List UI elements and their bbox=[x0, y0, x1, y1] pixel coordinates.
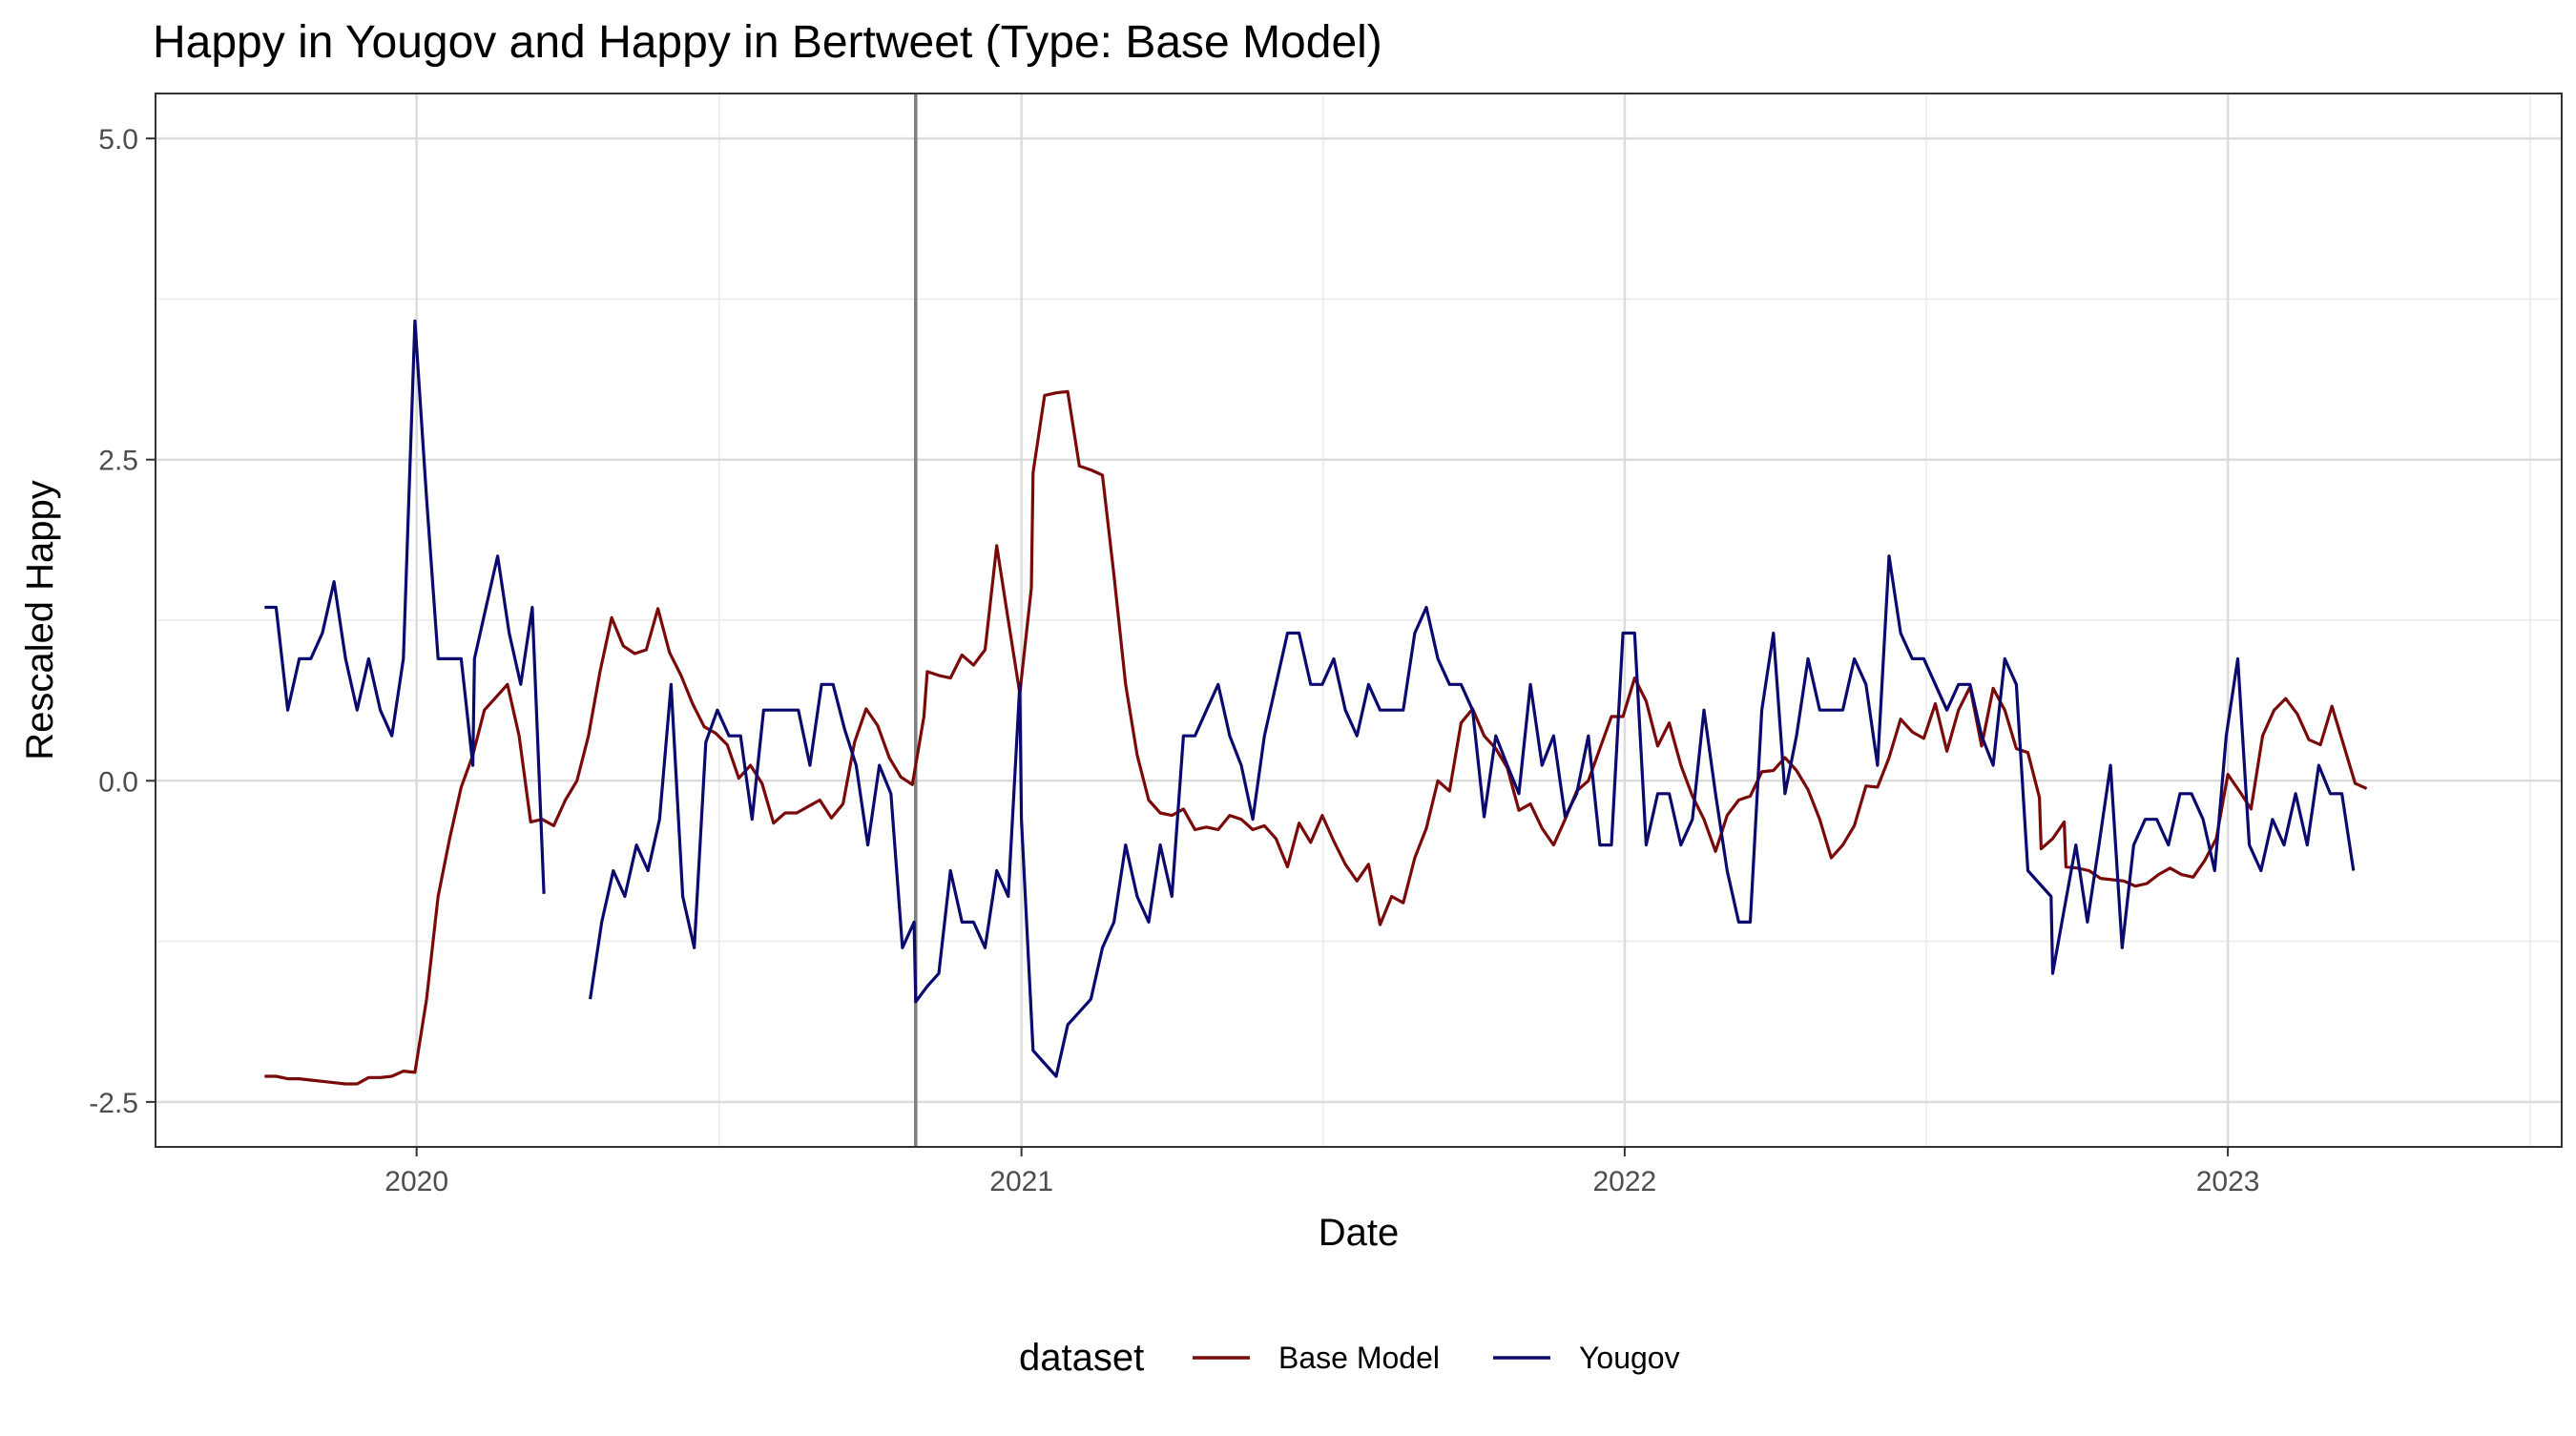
legend-label: Yougov bbox=[1579, 1341, 1680, 1375]
x-tick-label: 2020 bbox=[384, 1166, 448, 1197]
series-layer bbox=[264, 319, 2368, 1086]
y-axis-label: Rescaled Happy bbox=[19, 480, 61, 760]
x-axis-ticks: 2020 2021 2022 2023 bbox=[384, 1147, 2259, 1197]
y-tick-label: 5.0 bbox=[98, 124, 138, 156]
x-tick-label: 2021 bbox=[989, 1166, 1053, 1197]
series-line-base-model bbox=[264, 389, 2368, 1086]
legend: dataset Base Model Yougov bbox=[1019, 1337, 1680, 1379]
plot-border bbox=[155, 93, 2563, 1148]
y-axis-ticks: 5.0 2.5 0.0 -2.5 bbox=[89, 124, 156, 1119]
y-tick-label: 0.0 bbox=[98, 766, 138, 798]
y-tick-label: -2.5 bbox=[89, 1088, 138, 1119]
x-tick-label: 2022 bbox=[1593, 1166, 1657, 1197]
chart-title: Happy in Yougov and Happy in Bertweet (T… bbox=[153, 17, 1382, 68]
x-tick-label: 2023 bbox=[2196, 1166, 2260, 1197]
legend-title: dataset bbox=[1019, 1337, 1144, 1379]
grid-layer bbox=[156, 94, 2562, 1147]
y-tick-label: 2.5 bbox=[98, 446, 138, 477]
legend-label: Base Model bbox=[1278, 1341, 1440, 1375]
legend-items: Base Model Yougov bbox=[1193, 1341, 1680, 1375]
x-axis-label: Date bbox=[1319, 1212, 1400, 1254]
series-line-yougov bbox=[264, 319, 2356, 1078]
